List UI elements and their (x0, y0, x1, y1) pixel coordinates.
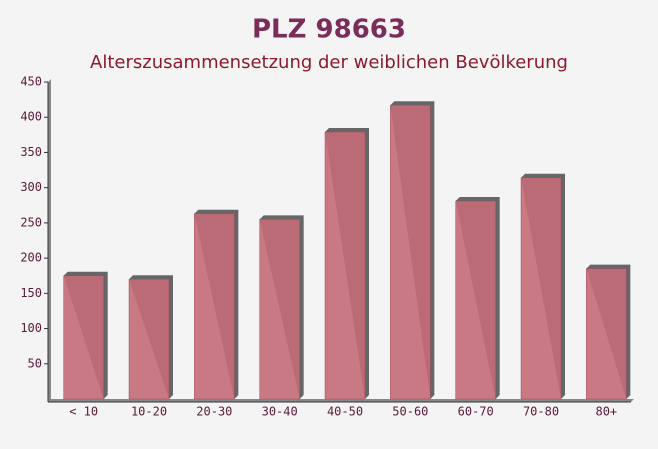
chart-subtitle: Alterszusammensetzung der weiblichen Bev… (90, 52, 568, 73)
y-tick-label: 100 (20, 321, 42, 335)
y-tick-label: 450 (20, 75, 42, 89)
bar (128, 278, 170, 400)
y-tick-label: 150 (20, 286, 42, 300)
y-tick-label: 400 (20, 110, 42, 124)
x-tick-label: 80+ (595, 405, 617, 419)
y-tick-label: 50 (28, 356, 42, 370)
x-tick-label: 10-20 (131, 405, 167, 419)
y-tick-label: 200 (20, 251, 42, 265)
bar (586, 268, 627, 400)
x-tick-label: 60-70 (458, 405, 494, 419)
y-tick-label: 250 (20, 215, 42, 229)
bar (194, 213, 235, 400)
bar (390, 104, 431, 400)
bar (259, 219, 300, 400)
bar (455, 200, 496, 400)
bar (324, 131, 366, 400)
bar (63, 275, 104, 400)
x-tick-label: 50-60 (392, 405, 428, 419)
x-tick-label: 20-30 (196, 405, 232, 419)
x-tick-label: < 10 (69, 405, 98, 419)
y-tick-label: 350 (20, 145, 42, 159)
y-tick-label: 300 (20, 180, 42, 194)
x-tick-label: 70-80 (523, 405, 559, 419)
bar (520, 177, 562, 400)
x-tick-label: 30-40 (262, 405, 298, 419)
x-tick-label: 40-50 (327, 405, 363, 419)
chart-title: PLZ 98663 (252, 15, 406, 45)
